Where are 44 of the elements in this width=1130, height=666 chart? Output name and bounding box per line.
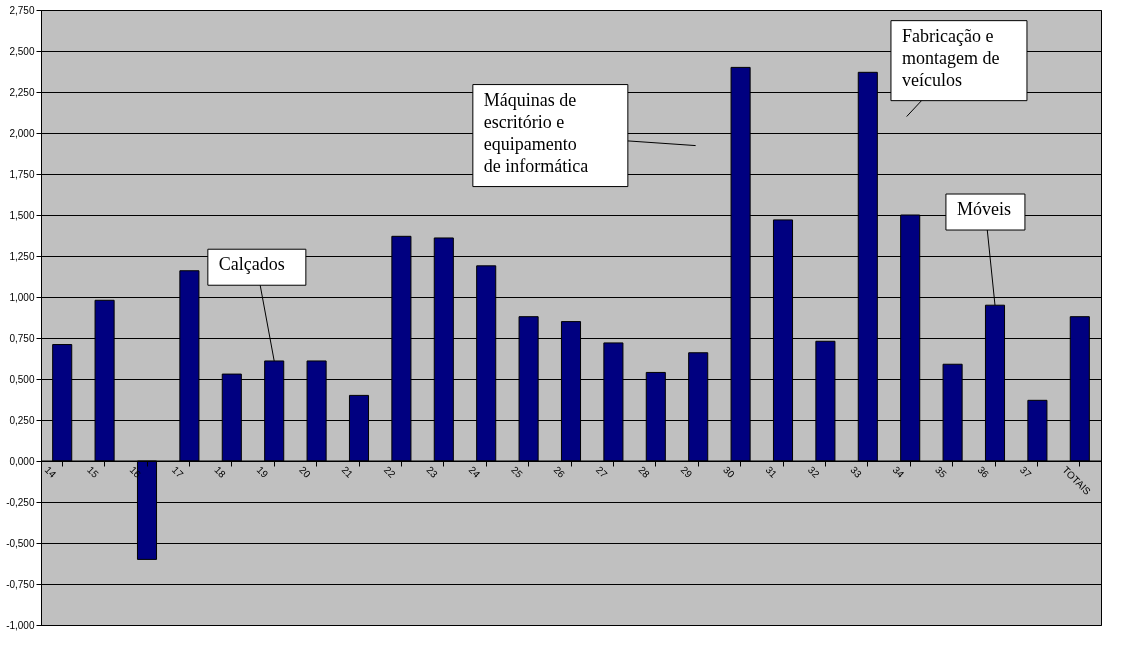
x-tick-label: 24: [466, 464, 483, 481]
y-tick-label: -0,750: [6, 578, 35, 590]
x-tick-label: 29: [678, 464, 695, 481]
x-tick-label: 37: [1017, 464, 1034, 481]
y-tick-label: -1,000: [6, 619, 35, 631]
y-tick-label: 0,750: [9, 332, 35, 344]
x-tick-label: 20: [297, 464, 314, 481]
y-tick-label: 1,750: [9, 168, 35, 180]
y-tick-label: 2,750: [9, 4, 35, 16]
annotation: Calçados: [218, 254, 285, 275]
x-tick-label: 21: [339, 464, 356, 481]
x-tick-label: 30: [721, 464, 738, 481]
annotation: Fabricação e montagem de veículos: [901, 25, 1000, 90]
y-tick-label: 1,000: [9, 291, 35, 303]
y-tick-label: 1,500: [9, 209, 35, 221]
x-tick-label: 22: [381, 464, 398, 481]
y-tick-label: -0,250: [6, 496, 35, 508]
x-tick-label: 16: [127, 464, 144, 481]
y-tick-label: 2,500: [9, 45, 35, 57]
x-tick-label: 27: [593, 464, 610, 481]
y-tick-label: 0,000: [9, 455, 35, 467]
x-tick-label: 17: [169, 464, 186, 481]
x-tick-label: 15: [85, 464, 102, 481]
x-tick-label: 28: [636, 464, 653, 481]
x-tick-label: 14: [42, 464, 59, 481]
x-tick-label: 25: [509, 464, 526, 481]
x-tick-label: 26: [551, 464, 568, 481]
x-tick-label: 32: [805, 464, 822, 481]
x-tick-label: 34: [890, 464, 907, 481]
y-tick-label: 0,500: [9, 373, 35, 385]
y-tick-label: 2,250: [9, 86, 35, 98]
x-tick-label: 33: [848, 464, 865, 481]
y-tick-label: 0,250: [9, 414, 35, 426]
annotation: Móveis: [956, 199, 1011, 220]
x-tick-label: 23: [424, 464, 441, 481]
y-tick-label: -0,500: [6, 537, 35, 549]
x-tick-label: 18: [212, 464, 229, 481]
y-tick-label: 2,000: [9, 127, 35, 139]
annotation: Máquinas de escritório e equipamento de informática: [483, 89, 589, 176]
y-tick-label: 1,250: [9, 250, 35, 262]
x-tick-label: 31: [763, 464, 780, 481]
x-tick-label: 35: [933, 464, 950, 481]
x-tick-label: 36: [975, 464, 992, 481]
x-tick-label: 19: [254, 464, 271, 481]
